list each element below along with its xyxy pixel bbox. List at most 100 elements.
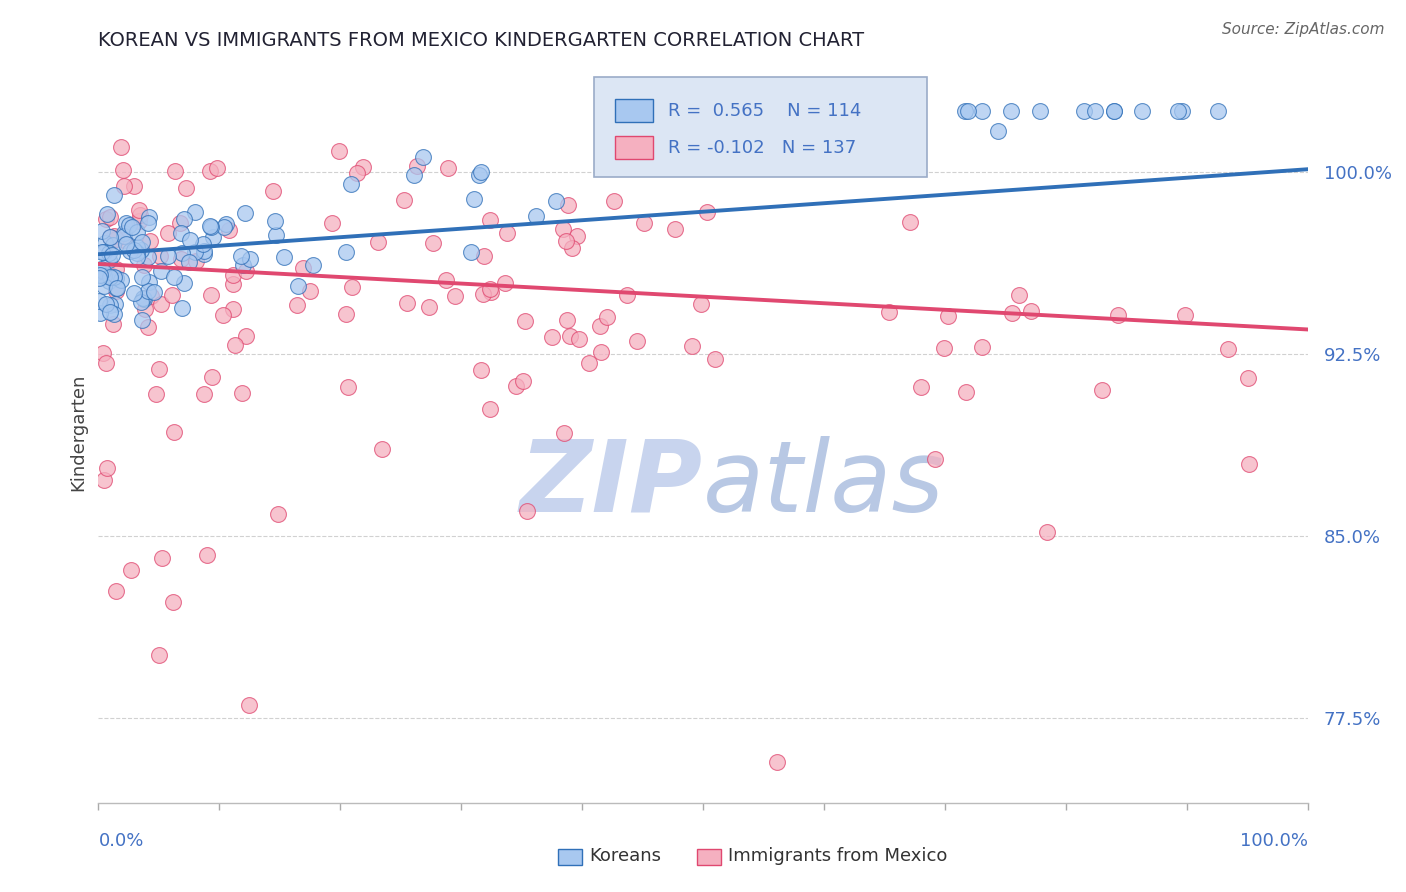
Point	[1174, 308, 1197, 322]
Point	[136, 216, 159, 230]
Point	[201, 369, 224, 384]
Point	[696, 204, 718, 219]
Point	[494, 277, 516, 291]
Point	[110, 140, 132, 154]
Point	[184, 254, 207, 268]
Point	[120, 244, 142, 258]
Point	[616, 288, 638, 302]
Point	[94, 211, 117, 226]
Point	[132, 291, 155, 305]
Point	[98, 305, 121, 319]
Point	[128, 202, 150, 217]
Point	[1239, 457, 1261, 471]
Point	[551, 221, 574, 235]
Point	[238, 698, 260, 712]
Point	[231, 386, 253, 401]
Point	[131, 235, 153, 250]
Point	[127, 225, 149, 239]
Point	[105, 284, 128, 298]
Point	[98, 268, 121, 282]
Point	[176, 180, 198, 194]
Point	[405, 159, 427, 173]
Point	[478, 282, 501, 296]
Point	[98, 230, 121, 244]
Point	[1029, 103, 1052, 118]
Point	[98, 253, 121, 268]
Point	[89, 270, 111, 285]
Point	[337, 380, 360, 394]
Point	[93, 263, 115, 277]
Point	[970, 340, 993, 354]
Point	[104, 583, 127, 598]
Point	[131, 313, 153, 327]
Point	[139, 289, 162, 303]
Point	[218, 223, 240, 237]
Text: ZIP: ZIP	[520, 436, 703, 533]
Point	[1021, 303, 1043, 318]
Point	[136, 285, 159, 299]
Point	[924, 452, 946, 467]
Point	[1206, 103, 1229, 118]
Point	[434, 273, 457, 287]
Point	[591, 344, 613, 359]
Point	[495, 226, 517, 240]
Point	[512, 374, 534, 388]
Text: Immigrants from Mexico: Immigrants from Mexico	[728, 847, 948, 865]
Point	[125, 250, 148, 264]
Point	[557, 198, 579, 212]
Point	[163, 163, 186, 178]
Point	[633, 216, 655, 230]
Point	[910, 379, 932, 393]
Point	[460, 244, 482, 259]
Point	[212, 220, 235, 235]
Bar	[614, 99, 654, 121]
Point	[202, 229, 225, 244]
Point	[193, 247, 215, 261]
Point	[207, 161, 229, 176]
Point	[418, 300, 440, 314]
Point	[516, 504, 538, 518]
Text: R =  0.565    N = 114: R = 0.565 N = 114	[668, 102, 862, 120]
Point	[335, 307, 357, 321]
Point	[565, 229, 588, 244]
Point	[524, 210, 547, 224]
Point	[395, 295, 418, 310]
Point	[463, 192, 485, 206]
Point	[352, 160, 374, 174]
Point	[198, 219, 221, 234]
Point	[101, 248, 124, 262]
Point	[328, 144, 350, 158]
Point	[91, 245, 114, 260]
Point	[170, 252, 193, 266]
Point	[703, 352, 725, 367]
Point	[235, 328, 257, 343]
Point	[555, 313, 578, 327]
Point	[301, 258, 323, 272]
Point	[1237, 371, 1260, 385]
Point	[340, 280, 363, 294]
Point	[479, 213, 502, 227]
Point	[626, 334, 648, 349]
Point	[104, 261, 127, 276]
Point	[104, 271, 127, 285]
Point	[98, 298, 121, 312]
Point	[160, 288, 183, 302]
Point	[148, 648, 170, 662]
Point	[468, 168, 491, 182]
Point	[149, 249, 172, 263]
Point	[402, 168, 425, 182]
Point	[664, 221, 686, 235]
Point	[932, 341, 955, 355]
Point	[101, 317, 124, 331]
Point	[1000, 103, 1022, 118]
Point	[128, 208, 150, 222]
Point	[91, 346, 114, 360]
Point	[367, 235, 389, 249]
Point	[689, 136, 711, 150]
Point	[163, 425, 186, 439]
Point	[173, 276, 195, 290]
Point	[1130, 103, 1153, 118]
Point	[193, 387, 215, 401]
Point	[955, 384, 977, 399]
Point	[98, 269, 121, 284]
